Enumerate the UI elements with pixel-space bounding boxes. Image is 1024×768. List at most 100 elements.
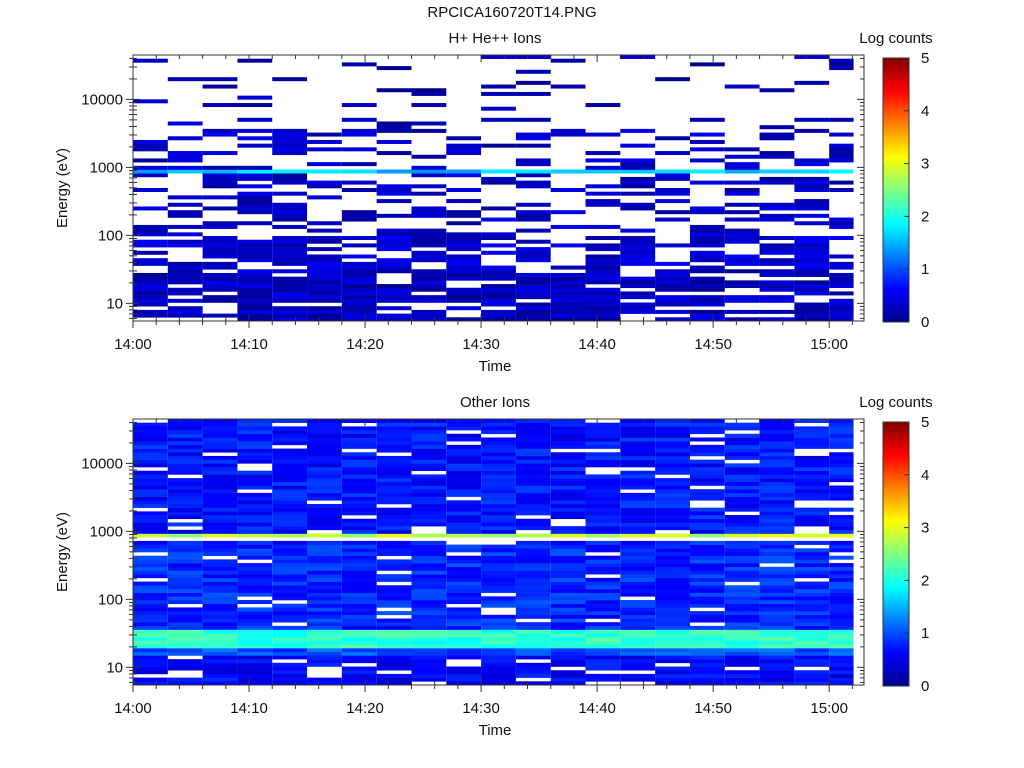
heatmap-cell xyxy=(341,280,377,285)
heatmap-cell xyxy=(133,173,168,178)
heatmap-cell xyxy=(585,518,621,523)
heatmap-cell xyxy=(341,614,377,619)
heatmap-cell xyxy=(446,467,482,472)
heatmap-cell xyxy=(515,622,551,627)
heatmap-cell xyxy=(133,662,168,667)
heatmap-cell xyxy=(829,459,854,464)
heatmap-cell xyxy=(237,481,273,486)
heatmap-cell xyxy=(411,239,447,244)
heatmap-cell xyxy=(272,662,308,667)
heatmap-cell xyxy=(689,284,725,289)
heatmap-cell xyxy=(829,636,854,641)
heatmap-cell xyxy=(620,158,656,163)
heatmap-cell xyxy=(585,478,621,483)
heatmap-cell xyxy=(829,670,854,675)
heatmap-cell xyxy=(376,648,412,653)
heatmap-cell xyxy=(411,433,447,438)
heatmap-cell xyxy=(620,544,656,549)
heatmap-cell xyxy=(307,592,342,597)
heatmap-cell xyxy=(167,585,203,590)
heatmap-cell xyxy=(481,622,516,627)
heatmap-cell xyxy=(481,670,516,675)
heatmap-cell xyxy=(481,496,516,501)
heatmap-cell xyxy=(724,210,760,215)
heatmap-cell xyxy=(794,552,830,556)
heatmap-cell xyxy=(724,298,760,303)
heatmap-cell xyxy=(829,673,854,678)
heatmap-cell xyxy=(272,317,308,322)
heatmap-cell xyxy=(272,603,308,608)
heatmap-cell xyxy=(341,128,377,133)
heatmap-cell xyxy=(585,317,621,322)
heatmap-cell xyxy=(585,596,621,601)
heatmap-cell xyxy=(794,581,830,586)
heatmap-cell xyxy=(829,618,854,623)
heatmap-cell xyxy=(307,463,342,468)
heatmap-cell xyxy=(411,165,447,170)
heatmap-cell xyxy=(759,596,795,601)
heatmap-cell xyxy=(829,592,854,597)
heatmap-cell xyxy=(411,258,447,263)
heatmap-cell xyxy=(689,139,725,144)
heatmap-cell xyxy=(829,419,854,423)
heatmap-cell xyxy=(585,426,621,431)
heatmap-cell xyxy=(411,625,447,630)
heatmap-cell xyxy=(237,452,273,457)
heatmap-cell xyxy=(341,636,377,641)
heatmap-cell xyxy=(307,655,342,660)
heatmap-cell xyxy=(202,474,238,479)
heatmap-cell xyxy=(411,213,447,218)
heatmap-cell xyxy=(411,474,447,479)
heatmap-cell xyxy=(133,614,168,619)
heatmap-cell xyxy=(481,640,516,645)
heatmap-cell xyxy=(272,485,308,490)
heatmap-cell xyxy=(829,659,854,664)
heatmap-cell xyxy=(759,463,795,468)
heatmap-cell xyxy=(202,533,238,538)
heatmap-cell xyxy=(655,485,690,490)
heatmap-cell xyxy=(446,677,482,682)
heatmap-cell xyxy=(167,202,203,207)
heatmap-cell xyxy=(272,258,308,263)
heatmap-cell xyxy=(829,577,854,582)
heatmap-cell xyxy=(515,162,551,167)
heatmap-cell xyxy=(237,441,273,446)
heatmap-cell xyxy=(550,648,586,653)
heatmap-cell xyxy=(411,577,447,582)
heatmap-cell xyxy=(689,600,725,605)
heatmap-cell xyxy=(446,463,482,468)
heatmap-cell xyxy=(759,317,795,322)
heatmap-cell xyxy=(515,592,551,597)
heatmap-cell xyxy=(307,470,342,475)
heatmap-cell xyxy=(411,243,447,248)
heatmap-cell xyxy=(237,295,273,300)
heatmap-cell xyxy=(515,80,551,85)
heatmap-cell xyxy=(759,169,795,174)
heatmap-cell xyxy=(376,500,412,505)
heatmap-cell xyxy=(446,470,482,475)
heatmap-cell xyxy=(829,544,854,549)
heatmap-cell xyxy=(829,444,854,449)
heatmap-cell xyxy=(167,121,203,126)
heatmap-cell xyxy=(759,633,795,638)
heatmap-cell xyxy=(759,529,795,534)
heatmap-cell xyxy=(829,298,854,303)
heatmap-cell xyxy=(446,636,482,641)
heatmap-cell xyxy=(620,548,656,553)
heatmap-cell xyxy=(133,287,168,292)
heatmap-cell xyxy=(133,250,168,255)
heatmap-cell xyxy=(133,511,168,516)
heatmap-cell xyxy=(689,180,725,185)
heatmap-cell xyxy=(550,426,586,431)
heatmap-cell xyxy=(307,284,342,289)
heatmap-cell xyxy=(446,566,482,571)
heatmap-cell xyxy=(237,636,273,641)
heatmap-cell xyxy=(411,555,447,560)
heatmap-cell xyxy=(829,151,854,156)
heatmap-cell xyxy=(167,430,203,435)
heatmap-cell xyxy=(689,629,725,634)
heatmap-cell xyxy=(133,309,168,314)
heatmap-cell xyxy=(237,585,273,590)
heatmap-cell xyxy=(446,533,482,538)
heatmap-cell xyxy=(272,681,308,686)
